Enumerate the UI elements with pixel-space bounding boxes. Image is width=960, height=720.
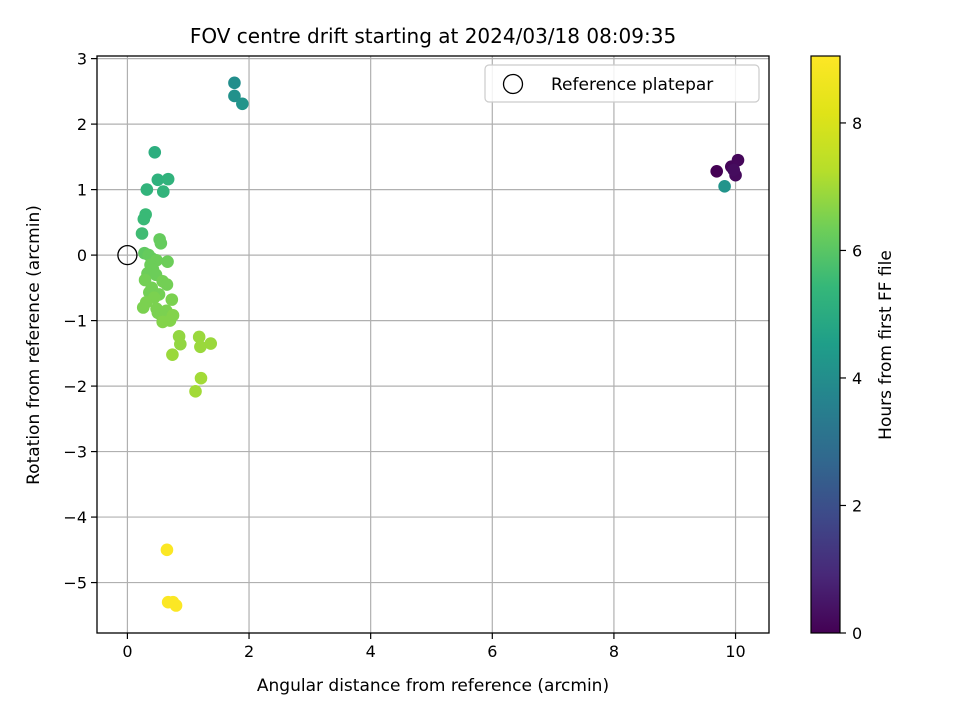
colorbar (810, 55, 841, 634)
x-tick-label: 10 (725, 642, 745, 661)
data-point (228, 76, 241, 90)
y-tick-label: 3 (77, 50, 87, 69)
legend-box (484, 64, 760, 103)
colorbar-tick-label: 0 (852, 624, 862, 643)
y-tick-label: −1 (63, 312, 87, 331)
colorbar-tick-label: 8 (852, 114, 862, 133)
y-axis-ticks: 3 2 1 0 −1 −2 −3 −4 −5 (63, 50, 97, 593)
legend: Reference platepar (484, 64, 760, 103)
x-tick-label: 6 (487, 642, 497, 661)
reference-marker-layer (117, 244, 138, 266)
data-point (710, 164, 723, 178)
data-point (136, 301, 150, 314)
data-point (204, 337, 218, 350)
data-point (194, 371, 208, 385)
y-tick-label: 0 (77, 246, 87, 265)
plot-frame (96, 55, 770, 634)
data-point (163, 314, 177, 327)
reference-platepar-marker (117, 244, 138, 266)
y-axis-label: Rotation from reference (arcmin) (24, 205, 44, 485)
y-tick-label: −2 (63, 377, 87, 396)
data-point (166, 348, 179, 361)
data-point (174, 337, 187, 351)
colorbar-tick-label: 4 (852, 369, 862, 388)
data-point (731, 153, 745, 167)
data-point (140, 183, 154, 196)
data-point (137, 212, 151, 226)
data-point (192, 330, 206, 344)
data-point (151, 173, 165, 187)
y-tick-label: −4 (63, 508, 87, 527)
colorbar-label: Hours from first FF file (876, 250, 896, 440)
colorbar-tick-label: 6 (852, 241, 862, 260)
x-tick-label: 0 (122, 642, 132, 661)
y-tick-label: 1 (77, 181, 87, 200)
x-tick-label: 2 (244, 642, 254, 661)
grid-lines (97, 56, 769, 633)
x-tick-label: 4 (366, 642, 376, 661)
data-point (148, 145, 162, 159)
data-point (161, 255, 174, 268)
data-point (161, 172, 175, 186)
data-point (718, 180, 731, 193)
data-point (154, 237, 168, 250)
chart-title: FOV centre drift starting at 2024/03/18 … (190, 24, 676, 48)
legend-label: Reference platepar (551, 75, 713, 95)
data-points (135, 76, 745, 612)
data-point (160, 278, 174, 291)
y-tick-label: −5 (63, 574, 87, 593)
x-tick-label: 8 (609, 642, 619, 661)
y-tick-label: −3 (63, 443, 87, 462)
y-tick-label: 2 (77, 115, 87, 134)
colorbar-ticks: 0 2 4 6 8 (840, 114, 862, 643)
colorbar-tick-label: 2 (852, 496, 862, 515)
data-point (135, 227, 149, 240)
data-point (169, 599, 183, 612)
data-point (165, 293, 179, 306)
data-point (189, 385, 202, 398)
data-point (727, 163, 741, 177)
data-point (160, 543, 174, 557)
data-point (194, 340, 207, 354)
x-axis-label: Angular distance from reference (arcmin) (257, 676, 609, 696)
legend-marker-hollow-circle (502, 73, 524, 95)
data-point (236, 97, 249, 111)
data-point (228, 89, 241, 103)
x-axis-ticks: 0 2 4 6 8 10 (122, 633, 746, 661)
data-point (156, 185, 170, 198)
